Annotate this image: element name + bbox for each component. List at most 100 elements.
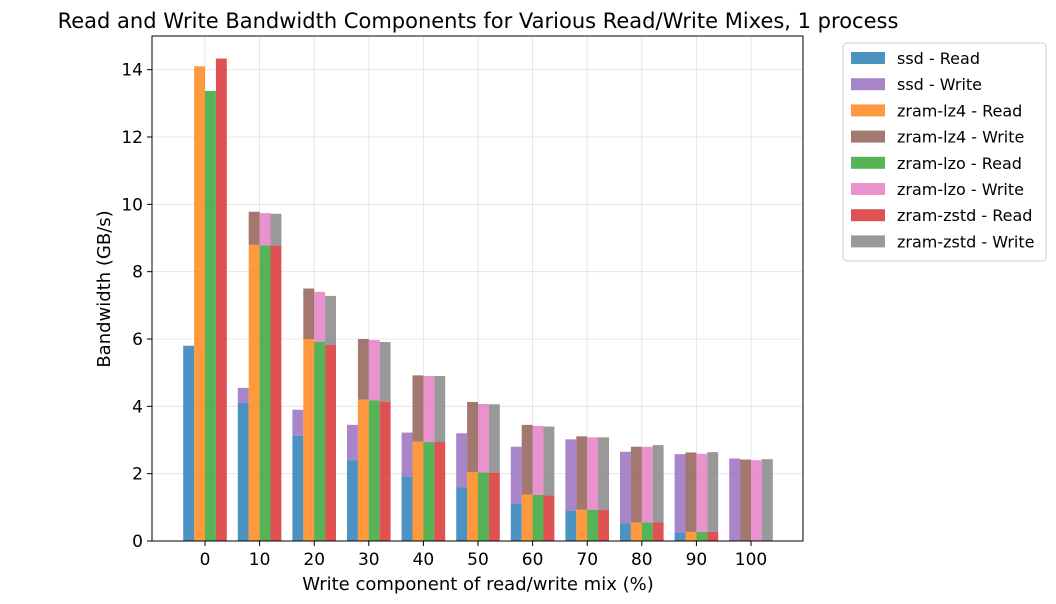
bar-zram-lzo-write [423, 376, 435, 443]
bar-zram-lzo-read [478, 472, 489, 541]
chart-title: Read and Write Bandwidth Components for … [58, 9, 899, 33]
bar-ssd-write [292, 409, 304, 436]
bar-zram-lz4-write [412, 375, 424, 442]
bar-zram-lz4-write [248, 211, 260, 245]
bar-zram-lz4-read [576, 509, 588, 541]
bar-zram-lzo-read [368, 400, 380, 541]
y-tick-label: 4 [132, 397, 143, 417]
bar-zram-lz4-read [467, 471, 478, 541]
bar-zram-zstd-read [325, 345, 336, 541]
y-tick-label: 6 [132, 330, 143, 350]
bar-zram-lzo-write [314, 291, 326, 342]
bar-zram-zstd-read [598, 510, 609, 541]
legend-swatch-zram-zstd-read [851, 209, 885, 222]
bar-zram-lzo-write [696, 453, 708, 532]
bar-ssd-read [401, 476, 413, 541]
y-tick-label: 12 [121, 128, 143, 148]
bar-zram-lz4-write [467, 401, 478, 472]
y-tick-label: 0 [132, 532, 143, 552]
bar-zram-zstd-write [652, 445, 664, 523]
bar-zram-lz4-write [357, 339, 369, 400]
bar-zram-lzo-write [751, 460, 762, 541]
bar-zram-zstd-read [434, 442, 446, 541]
x-tick-label: 90 [686, 550, 708, 570]
bar-zram-lz4-read [357, 399, 369, 541]
bar-ssd-read [237, 402, 249, 541]
bar-zram-zstd-write [270, 213, 282, 246]
bar-zram-lz4-write [685, 452, 697, 532]
bar-ssd-write [620, 451, 631, 524]
bar-ssd-read [347, 460, 358, 541]
bar-zram-zstd-write [598, 437, 609, 511]
bar-ssd-read [456, 487, 468, 541]
bars [183, 58, 773, 542]
y-axis-label: Bandwidth (GB/s) [94, 210, 115, 367]
bar-zram-lz4-read [194, 66, 205, 542]
legend-label-zram-lz4-read: zram-lz4 - Read [897, 101, 1022, 120]
bar-zram-lz4-write [576, 436, 588, 510]
y-tick-label: 10 [121, 195, 143, 215]
bar-zram-zstd-read [652, 522, 664, 541]
bar-zram-lz4-read [303, 339, 315, 541]
bar-zram-lz4-write [303, 288, 315, 339]
bar-zram-zstd-write [325, 295, 336, 346]
x-tick-label: 30 [358, 550, 380, 570]
bar-ssd-write [237, 387, 249, 403]
legend-box [842, 42, 1047, 262]
bar-zram-lz4-read [248, 244, 260, 541]
legend-swatch-zram-lz4-write [851, 130, 885, 143]
bar-ssd-write [729, 458, 741, 541]
x-tick-label: 70 [576, 550, 598, 570]
bar-zram-zstd-read [379, 401, 391, 541]
legend-swatch-ssd-read [851, 52, 885, 64]
bar-ssd-read [565, 510, 577, 541]
legend-swatch-zram-lzo-read [851, 156, 885, 169]
bar-zram-lz4-write [740, 459, 751, 541]
bar-ssd-read [620, 523, 631, 541]
bar-zram-lzo-write [478, 403, 489, 473]
x-tick-label: 0 [200, 550, 211, 570]
bar-ssd-write [674, 454, 686, 533]
bar-zram-lzo-write [587, 437, 599, 510]
legend: ssd - Read ssd - Write zram-lz4 - Read zram… [842, 42, 1047, 262]
legend-label-zram-zstd-write: zram-zstd - Write [897, 232, 1035, 251]
bar-ssd-write [510, 446, 522, 504]
y-axis: 0 2 4 6 8 10 12 14 [121, 61, 152, 552]
bar-zram-zstd-write [434, 376, 446, 443]
bar-ssd-read [510, 503, 522, 541]
legend-label-zram-lzo-write: zram-lzo - Write [897, 180, 1024, 199]
legend-label-zram-zstd-read: zram-zstd - Read [897, 206, 1032, 225]
bar-zram-zstd-write [543, 426, 555, 496]
bar-ssd-write [347, 424, 358, 461]
bar-zram-lz4-read [685, 531, 697, 541]
legend-label-zram-lzo-read: zram-lzo - Read [897, 154, 1022, 173]
bar-zram-zstd-read [215, 58, 227, 541]
legend-swatch-zram-lzo-write [851, 183, 885, 195]
bar-zram-lz4-write [630, 446, 642, 523]
bar-zram-lzo-read [205, 90, 216, 542]
bar-ssd-read [292, 435, 304, 541]
bar-zram-lz4-read [521, 494, 533, 541]
bar-zram-lzo-read [259, 245, 271, 541]
bar-zram-lzo-write [368, 340, 380, 401]
bar-zram-zstd-read [488, 472, 500, 541]
x-tick-label: 40 [413, 550, 435, 570]
x-tick-label: 50 [467, 550, 489, 570]
bar-zram-lz4-read [412, 441, 424, 541]
x-tick-label: 10 [249, 550, 271, 570]
bar-zram-lzo-read [314, 341, 326, 541]
bar-ssd-read [674, 532, 686, 541]
bar-zram-zstd-write [379, 342, 391, 402]
x-tick-label: 20 [303, 550, 325, 570]
bar-zram-lzo-read [532, 494, 544, 541]
bar-zram-zstd-read [707, 531, 719, 541]
bar-zram-lzo-read [696, 531, 708, 541]
legend-swatch-zram-lz4-read [851, 104, 885, 117]
legend-label-ssd-write: ssd - Write [897, 75, 982, 94]
x-tick-label: 80 [631, 550, 653, 570]
bar-zram-lzo-read [423, 442, 435, 541]
bar-zram-zstd-read [543, 495, 555, 541]
legend-swatch-ssd-write [851, 78, 885, 91]
bar-zram-lzo-read [587, 509, 599, 541]
